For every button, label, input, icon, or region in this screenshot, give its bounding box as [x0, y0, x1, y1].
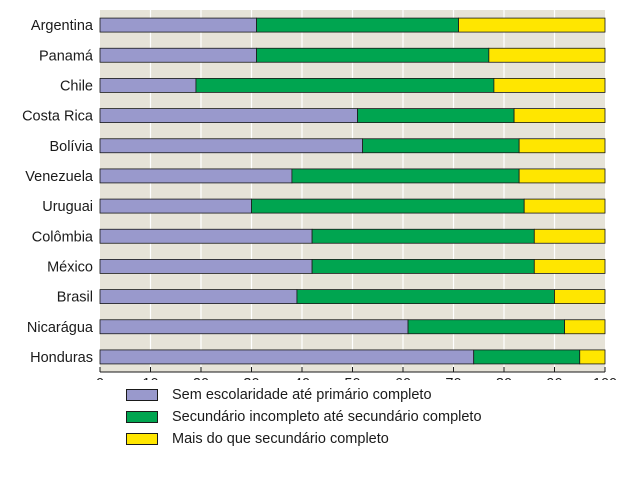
bar-segment — [256, 17, 459, 33]
legend-swatch-primary — [126, 389, 158, 401]
bar-segment — [493, 78, 606, 93]
bar-segment — [195, 78, 495, 93]
category-label: Colômbia — [32, 229, 94, 245]
bar-segment — [296, 289, 555, 304]
bar-segment — [523, 198, 606, 214]
bar-segment — [518, 138, 606, 154]
x-tick-label: 100 — [593, 376, 617, 380]
x-tick-label: 40 — [294, 376, 310, 380]
x-tick-label: 60 — [395, 376, 411, 380]
bar-segment — [554, 289, 606, 304]
bar-segment — [99, 228, 313, 244]
x-tick-label: 80 — [496, 376, 512, 380]
chart-legend: Sem escolaridade até primário completo S… — [126, 384, 482, 450]
x-tick-label: 20 — [193, 376, 209, 380]
legend-swatch-secondary — [126, 411, 158, 423]
bar-segment — [99, 259, 313, 274]
category-label: Uruguai — [42, 199, 93, 215]
bar-segment — [311, 228, 535, 244]
bar-segment — [311, 259, 535, 274]
category-label: Chile — [60, 78, 93, 94]
bar-segment — [99, 319, 409, 335]
legend-swatch-higher — [126, 433, 158, 445]
legend-item-primary: Sem escolaridade até primário completo — [126, 384, 482, 406]
bar-segment — [99, 289, 298, 304]
bar-segment — [473, 349, 581, 365]
legend-label-secondary: Secundário incompleto até secundário com… — [172, 409, 482, 425]
x-tick-label: 90 — [546, 376, 562, 380]
bar-segment — [564, 319, 606, 335]
category-label: Argentina — [31, 18, 94, 34]
category-label: Nicarágua — [27, 320, 94, 336]
bar-segment — [407, 319, 565, 335]
category-label: Panamá — [39, 48, 94, 64]
legend-item-higher: Mais do que secundário completo — [126, 428, 482, 450]
category-label: México — [47, 259, 93, 275]
bar-segment — [99, 47, 257, 63]
x-tick-label: 10 — [142, 376, 158, 380]
stacked-bar-chart: Argentina Panamá Chile Costa Rica Bolívia Ven… — [22, 10, 617, 392]
legend-label-primary: Sem escolaridade até primário completo — [172, 387, 432, 403]
bar-segment — [99, 78, 197, 93]
bar-segment — [518, 168, 606, 184]
bar-segment — [99, 108, 358, 123]
bar-segment — [533, 259, 606, 274]
category-label: Venezuela — [25, 169, 94, 185]
bar-segment — [99, 198, 252, 214]
legend-label-higher: Mais do que secundário completo — [172, 431, 389, 447]
bar-segment — [99, 168, 293, 184]
x-tick-label: 0 — [96, 376, 104, 380]
category-label: Brasil — [57, 290, 93, 306]
category-label: Honduras — [30, 350, 93, 366]
bar-segment — [99, 349, 475, 365]
bar-segment — [579, 349, 606, 365]
x-tick-label: 50 — [344, 376, 360, 380]
bar-segment — [488, 47, 606, 63]
bar-segment — [357, 108, 515, 123]
bar-segment — [256, 47, 490, 63]
bar-segment — [99, 138, 364, 154]
bar-segment — [533, 228, 606, 244]
bar-segment — [513, 108, 606, 123]
bar-segment — [99, 17, 257, 33]
bar-segment — [291, 168, 520, 184]
legend-item-secondary: Secundário incompleto até secundário com… — [126, 406, 482, 428]
bar-segment — [251, 198, 525, 214]
category-label: Costa Rica — [22, 109, 94, 125]
bar-segment — [362, 138, 520, 154]
x-tick-label: 30 — [243, 376, 259, 380]
x-tick-label: 70 — [445, 376, 461, 380]
bar-segment — [458, 17, 606, 33]
category-label: Bolívia — [49, 139, 93, 155]
